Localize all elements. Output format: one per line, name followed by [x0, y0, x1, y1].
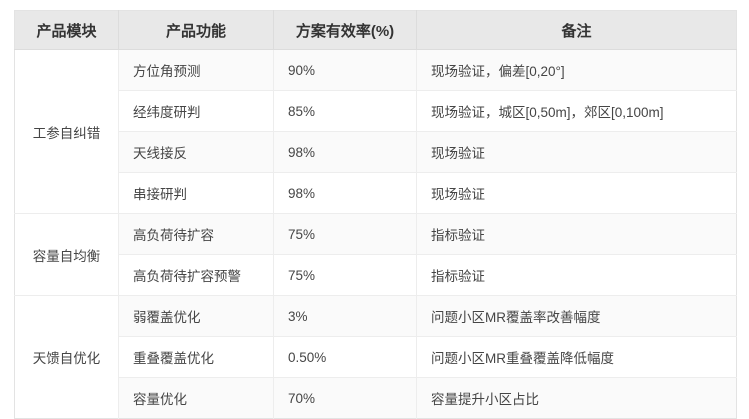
column-header-module: 产品模块 [14, 10, 119, 50]
cell-remark: 容量提升小区占比 [416, 377, 737, 419]
table-row: 工参自纠错 方位角预测 90% 现场验证，偏差[0,20°] [14, 49, 737, 214]
cell-rate: 3% [273, 295, 417, 337]
cell-function: 方位角预测 [118, 49, 274, 91]
table-header: 产品模块 产品功能 方案有效率(%) 备注 [14, 10, 737, 50]
table-row: 容量优化 70% 容量提升小区占比 [15, 377, 737, 419]
product-capability-table: 产品模块 产品功能 方案有效率(%) 备注 工参自纠错 方位角预测 90% 现场验证，… [14, 10, 737, 419]
cell-function: 高负荷待扩容 [118, 213, 274, 255]
table-header-row: 产品模块 产品功能 方案有效率(%) 备注 [14, 10, 737, 50]
cell-rate: 90% [273, 49, 417, 91]
cell-function: 弱覆盖优化 [118, 295, 274, 337]
cell-rate: 75% [273, 254, 417, 296]
cell-module: 容量自均衡 [14, 213, 119, 296]
table-body: 工参自纠错 方位角预测 90% 现场验证，偏差[0,20°] 经纬度研判 85% 现场验证，… [14, 49, 737, 419]
cell-rate: 85% [273, 90, 417, 132]
cell-function: 高负荷待扩容预警 [118, 254, 274, 296]
table-row: 重叠覆盖优化 0.50% 问题小区MR重叠覆盖降低幅度 [15, 336, 737, 378]
cell-rate: 75% [273, 213, 417, 255]
column-header-rate: 方案有效率(%) [273, 10, 417, 50]
cell-function: 串接研判 [118, 172, 274, 214]
cell-module: 天馈自优化 [14, 295, 119, 419]
table-row: 经纬度研判 85% 现场验证，城区[0,50m]，郊区[0,100m] [15, 90, 737, 132]
cell-function: 重叠覆盖优化 [118, 336, 274, 378]
table-row: 串接研判 98% 现场验证 [15, 172, 737, 214]
table-row: 高负荷待扩容预警 75% 指标验证 [15, 254, 737, 296]
table-row: 天馈自优化 弱覆盖优化 3% 问题小区MR覆盖率改善幅度 [14, 295, 737, 419]
column-header-function: 产品功能 [118, 10, 274, 50]
table-row: 天线接反 98% 现场验证 [15, 131, 737, 173]
cell-remark: 现场验证，城区[0,50m]，郊区[0,100m] [416, 90, 737, 132]
cell-module: 工参自纠错 [14, 49, 119, 214]
cell-remark: 问题小区MR重叠覆盖降低幅度 [416, 336, 737, 378]
cell-function: 容量优化 [118, 377, 274, 419]
cell-remark: 现场验证 [416, 172, 737, 214]
cell-rate: 0.50% [273, 336, 417, 378]
cell-remark: 问题小区MR覆盖率改善幅度 [416, 295, 737, 337]
cell-rate: 98% [273, 172, 417, 214]
cell-function: 经纬度研判 [118, 90, 274, 132]
cell-remark: 现场验证 [416, 131, 737, 173]
cell-remark: 现场验证，偏差[0,20°] [416, 49, 737, 91]
cell-remark: 指标验证 [416, 254, 737, 296]
product-table-container: 产品模块 产品功能 方案有效率(%) 备注 工参自纠错 方位角预测 90% 现场验证，… [14, 10, 737, 419]
cell-rate: 98% [273, 131, 417, 173]
cell-rate: 70% [273, 377, 417, 419]
column-header-remark: 备注 [416, 10, 737, 50]
cell-remark: 指标验证 [416, 213, 737, 255]
cell-function: 天线接反 [118, 131, 274, 173]
table-row: 容量自均衡 高负荷待扩容 75% 指标验证 [14, 213, 737, 296]
